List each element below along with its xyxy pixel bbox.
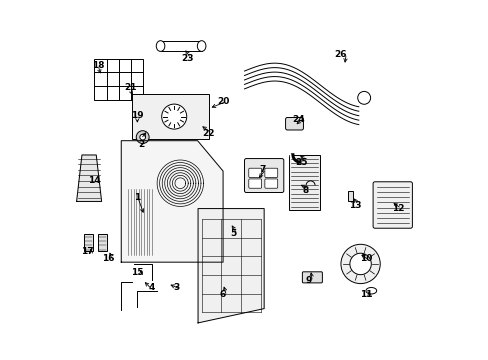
- Text: 3: 3: [173, 283, 180, 292]
- Circle shape: [162, 104, 186, 129]
- Circle shape: [357, 91, 370, 104]
- Text: 19: 19: [131, 111, 143, 120]
- Text: 12: 12: [391, 204, 404, 213]
- FancyBboxPatch shape: [248, 179, 261, 188]
- Polygon shape: [121, 141, 223, 262]
- FancyBboxPatch shape: [244, 158, 283, 193]
- Text: 21: 21: [123, 83, 136, 92]
- Text: 24: 24: [291, 115, 304, 124]
- Text: 6: 6: [220, 290, 226, 299]
- Text: 2: 2: [138, 140, 144, 149]
- Text: 26: 26: [334, 50, 346, 59]
- Text: 8: 8: [302, 186, 308, 195]
- Circle shape: [349, 253, 370, 275]
- Ellipse shape: [156, 41, 164, 51]
- Bar: [288, 155, 319, 210]
- Polygon shape: [198, 208, 264, 323]
- Text: 9: 9: [305, 275, 311, 284]
- FancyBboxPatch shape: [372, 182, 411, 228]
- Text: 10: 10: [359, 254, 371, 263]
- Text: 15: 15: [131, 268, 143, 277]
- FancyBboxPatch shape: [302, 272, 322, 283]
- Bar: [347, 191, 353, 202]
- Text: 11: 11: [359, 290, 371, 299]
- Circle shape: [340, 244, 380, 284]
- Text: 23: 23: [181, 54, 193, 63]
- Text: 18: 18: [92, 61, 104, 70]
- FancyBboxPatch shape: [264, 168, 277, 177]
- Text: 5: 5: [230, 229, 236, 238]
- Bar: [98, 234, 107, 251]
- Text: 25: 25: [295, 158, 307, 167]
- Text: 13: 13: [348, 201, 361, 210]
- FancyBboxPatch shape: [285, 117, 303, 130]
- Text: 7: 7: [259, 165, 265, 174]
- Text: 20: 20: [217, 97, 229, 106]
- FancyBboxPatch shape: [248, 168, 261, 177]
- Circle shape: [140, 134, 145, 140]
- Text: 22: 22: [202, 129, 215, 138]
- Ellipse shape: [197, 41, 205, 51]
- Text: 16: 16: [102, 254, 115, 263]
- Text: 14: 14: [88, 176, 101, 185]
- FancyBboxPatch shape: [132, 94, 208, 139]
- Bar: [94, 59, 142, 100]
- Polygon shape: [77, 155, 102, 202]
- Bar: [83, 234, 93, 251]
- Bar: [160, 41, 201, 51]
- Circle shape: [136, 131, 149, 144]
- Text: 17: 17: [81, 247, 93, 256]
- Text: 1: 1: [134, 193, 140, 202]
- Text: 4: 4: [148, 283, 155, 292]
- FancyBboxPatch shape: [264, 179, 277, 188]
